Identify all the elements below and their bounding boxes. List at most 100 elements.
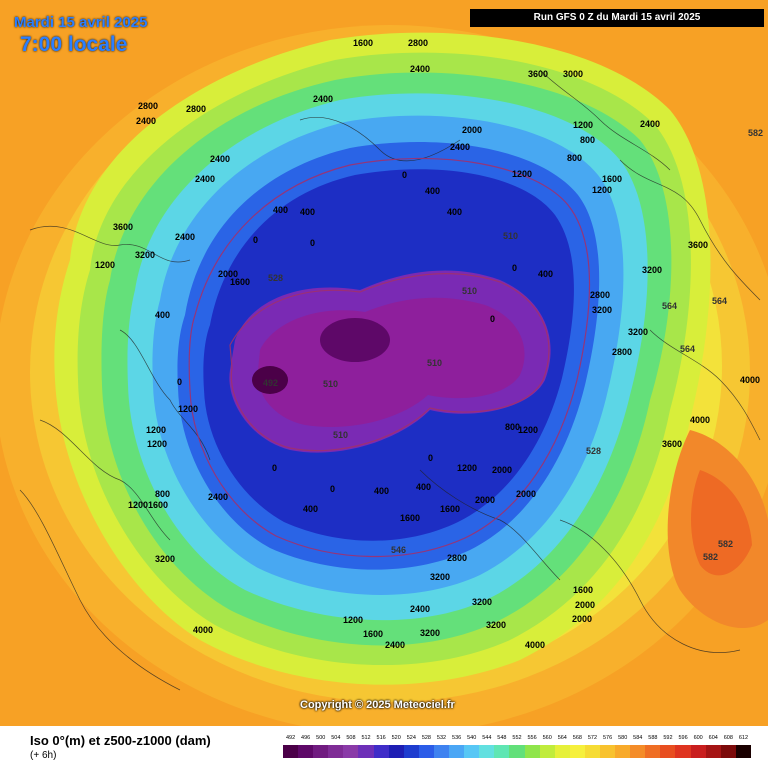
map-label: 3600	[662, 439, 682, 449]
color-scale-swatch	[494, 745, 510, 758]
map-label: 3200	[420, 628, 440, 638]
color-scale-label: 516	[376, 735, 386, 741]
color-scale-swatch	[509, 745, 525, 758]
map-label: 0	[330, 484, 335, 494]
color-scale-swatch	[298, 745, 314, 758]
map-label: 0	[512, 263, 517, 273]
color-scale-swatch	[403, 745, 419, 758]
color-scale-bar	[283, 745, 751, 758]
forecast-time: 7:00 locale	[20, 33, 128, 56]
map-label: 4000	[193, 625, 213, 635]
map-label: 0	[253, 235, 258, 245]
color-scale-swatch	[449, 745, 465, 758]
map-label: 3200	[592, 305, 612, 315]
map-label: 3600	[688, 240, 708, 250]
map-label: 2400	[410, 64, 430, 74]
map-label: 2400	[450, 142, 470, 152]
map-label: 2000	[492, 465, 512, 475]
thickness-label: 528	[586, 446, 601, 456]
map-label: 2400	[640, 119, 660, 129]
map-label: 2400	[136, 116, 156, 126]
thickness-label: 582	[718, 539, 733, 549]
map-label: 1600	[353, 38, 373, 48]
color-scale-swatch	[328, 745, 344, 758]
color-scale-label: 580	[618, 735, 628, 741]
color-scale-swatch	[433, 745, 450, 758]
color-scale-labels: 492 496 500 504 508 512 516 520 524 528 532 536 540 5…	[283, 735, 751, 745]
color-scale-label: 612	[738, 735, 749, 741]
color-scale-swatch	[705, 745, 721, 758]
color-scale-label: 496	[301, 735, 311, 741]
color-scale-label: 572	[587, 735, 598, 741]
map-label: 1200	[518, 425, 538, 435]
color-scale-swatch	[343, 745, 359, 758]
map-label: 2400	[175, 232, 195, 242]
map-label: 400	[155, 310, 170, 320]
map-label: 2800	[590, 290, 610, 300]
map-label: 2800	[447, 553, 467, 563]
color-scale-swatch	[418, 745, 434, 758]
thickness-label: 510	[462, 286, 477, 296]
map-label: 3000	[563, 69, 583, 79]
map-label: 800	[580, 135, 595, 145]
color-scale-label: 608	[723, 735, 733, 741]
thickness-label: 582	[703, 552, 718, 562]
map-label: 2400	[208, 492, 228, 502]
color-scale-label: 588	[648, 735, 658, 741]
color-scale-label: 564	[557, 735, 567, 741]
color-scale-label: 560	[542, 735, 552, 741]
map-label: 0	[310, 238, 315, 248]
map-label: 0	[402, 170, 407, 180]
color-scale-label: 540	[467, 735, 477, 741]
map-label: 2000	[572, 614, 592, 624]
color-scale-label: 600	[693, 735, 703, 741]
map-label: 2000	[218, 269, 238, 279]
color-scale-swatch	[313, 745, 329, 758]
map-label: 400	[447, 207, 462, 217]
map-label: 1600	[230, 277, 250, 287]
map-label: 3200	[135, 250, 155, 260]
map-label: 1200	[146, 425, 166, 435]
map-label: 2000	[575, 600, 595, 610]
color-scale-label: 568	[572, 735, 582, 741]
map-label: 4000	[525, 640, 545, 650]
map-label: 2400	[195, 174, 215, 184]
map-label: 400	[538, 269, 553, 279]
color-scale-swatch	[479, 745, 495, 758]
thickness-label: 528	[268, 273, 283, 283]
map-label: 400	[273, 205, 288, 215]
color-scale-swatch	[599, 745, 616, 758]
map-label: 3200	[472, 597, 492, 607]
map-label: 1600	[573, 585, 593, 595]
map-label: 1200	[592, 185, 612, 195]
map-label: 1200	[95, 260, 115, 270]
color-scale-label: 512	[361, 735, 371, 741]
map-label: 4000	[690, 415, 710, 425]
map-label: 3200	[642, 265, 662, 275]
color-scale-swatch	[539, 745, 555, 758]
color-scale-label: 592	[663, 735, 673, 741]
color-scale-label: 528	[421, 735, 431, 741]
legend-subtitle: (+ 6h)	[30, 750, 57, 761]
color-scale-label: 492	[285, 735, 296, 741]
color-scale-swatch	[373, 745, 389, 758]
color-scale-swatch	[584, 745, 600, 758]
model-run-label: Run GFS 0 Z du Mardi 15 avril 2025	[470, 9, 764, 27]
forecast-date: Mardi 15 avril 2025	[14, 14, 148, 31]
map-label: 0	[490, 314, 495, 324]
color-scale-swatch	[569, 745, 585, 758]
thickness-label: 492	[263, 378, 278, 388]
legend-title: Iso 0°(m) et z500-z1000 (dam)	[30, 733, 211, 748]
map-label: 3600	[528, 69, 548, 79]
map-label: 0	[177, 377, 182, 387]
color-scale-label: 584	[633, 735, 643, 741]
color-scale-label: 500	[316, 735, 326, 741]
map-label: 2400	[210, 154, 230, 164]
color-scale-label: 536	[452, 735, 462, 741]
map-label: 1200	[457, 463, 477, 473]
map-label: 3200	[628, 327, 648, 337]
map-label: 2800	[408, 38, 428, 48]
color-scale-swatch	[388, 745, 404, 758]
color-scale-swatch	[524, 745, 540, 758]
thickness-label: 564	[662, 301, 677, 311]
